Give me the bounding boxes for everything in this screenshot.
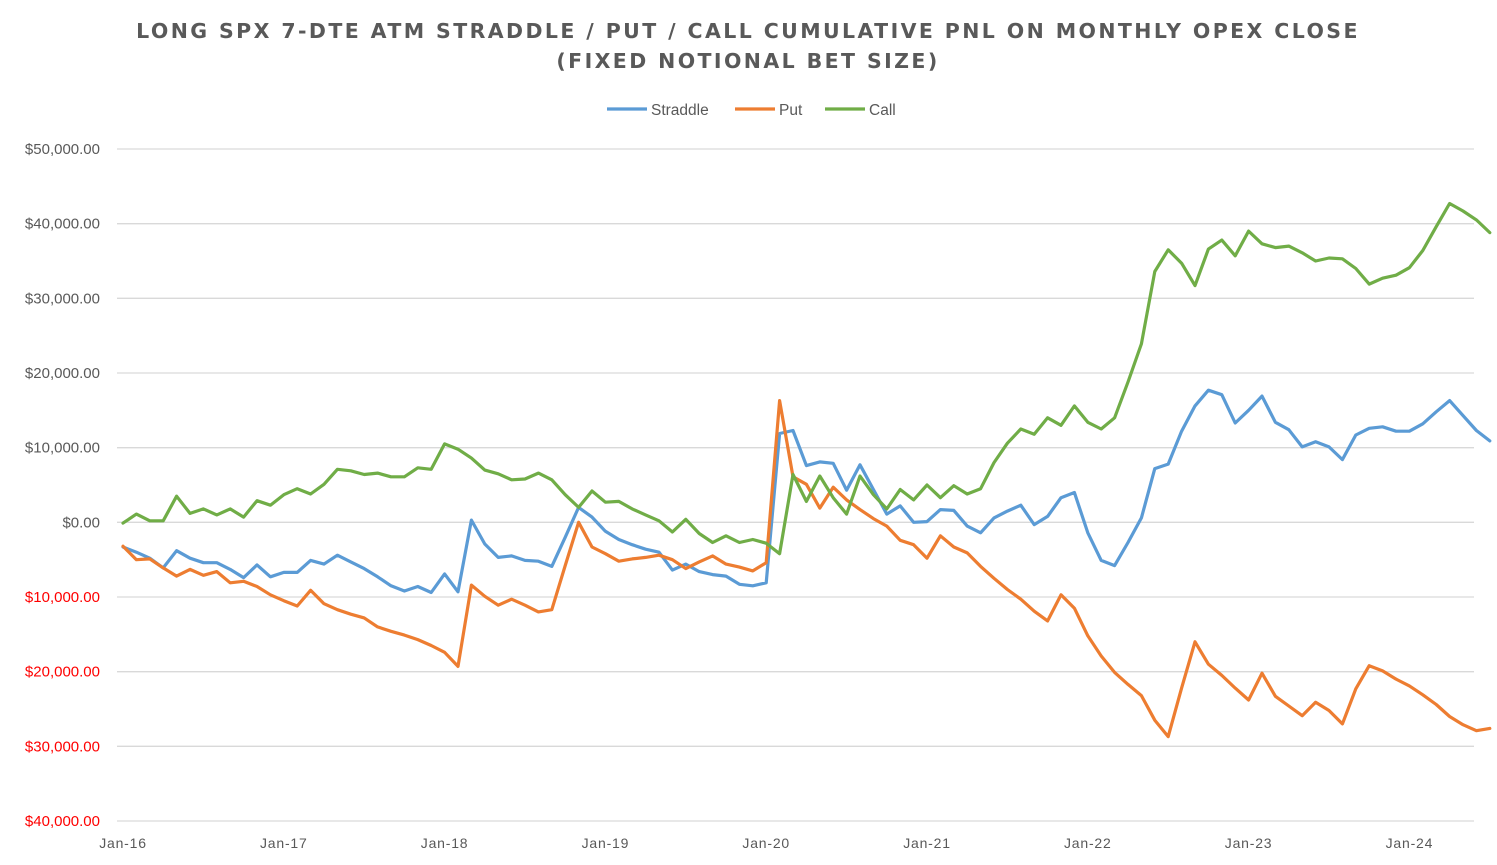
x-tick-label: Jan-16 — [99, 835, 147, 851]
y-tick-label: $50,000.00 — [25, 141, 100, 158]
x-tick-label: Jan-17 — [260, 835, 308, 851]
series-line-call — [121, 201, 1492, 556]
series-line-straddle — [121, 388, 1492, 595]
y-axis: $50,000.00 $40,000.00 $30,000.00 $20,000.00… — [25, 141, 100, 830]
legend-label-call: Call — [869, 102, 896, 119]
chart-subtitle: (FIXED NOTIONAL BET SIZE) — [556, 49, 939, 73]
legend: Straddle Put Call — [607, 102, 896, 119]
x-tick-label: Jan-18 — [421, 835, 469, 851]
y-tick-label: $0.00 — [62, 514, 100, 531]
y-tick-label: $40,000.00 — [25, 216, 100, 233]
series-layer — [121, 201, 1492, 739]
y-tick-label: $30,000.00 — [25, 290, 100, 307]
legend-label-put: Put — [779, 102, 803, 119]
y-tick-label: $30,000.00 — [25, 738, 100, 755]
legend-label-straddle: Straddle — [651, 102, 709, 119]
y-tick-label: $20,000.00 — [25, 365, 100, 382]
x-tick-label: Jan-19 — [582, 835, 630, 851]
x-tick-label: Jan-24 — [1386, 835, 1434, 851]
y-tick-label: $20,000.00 — [25, 664, 100, 681]
series-line-put — [121, 399, 1492, 739]
y-tick-label: $40,000.00 — [25, 813, 100, 830]
gridlines — [117, 148, 1474, 822]
y-tick-label: $10,000.00 — [25, 440, 100, 457]
x-tick-label: Jan-21 — [903, 835, 951, 851]
y-tick-label: $10,000.00 — [25, 589, 100, 606]
x-tick-label: Jan-20 — [742, 835, 790, 851]
chart-title: LONG SPX 7-DTE ATM STRADDLE / PUT / CALL… — [136, 19, 1360, 43]
x-axis: Jan-16 Jan-17 Jan-18 Jan-19 Jan-20 Jan-21 Jan-… — [99, 835, 1434, 851]
x-tick-label: Jan-23 — [1225, 835, 1273, 851]
x-tick-label: Jan-22 — [1064, 835, 1112, 851]
